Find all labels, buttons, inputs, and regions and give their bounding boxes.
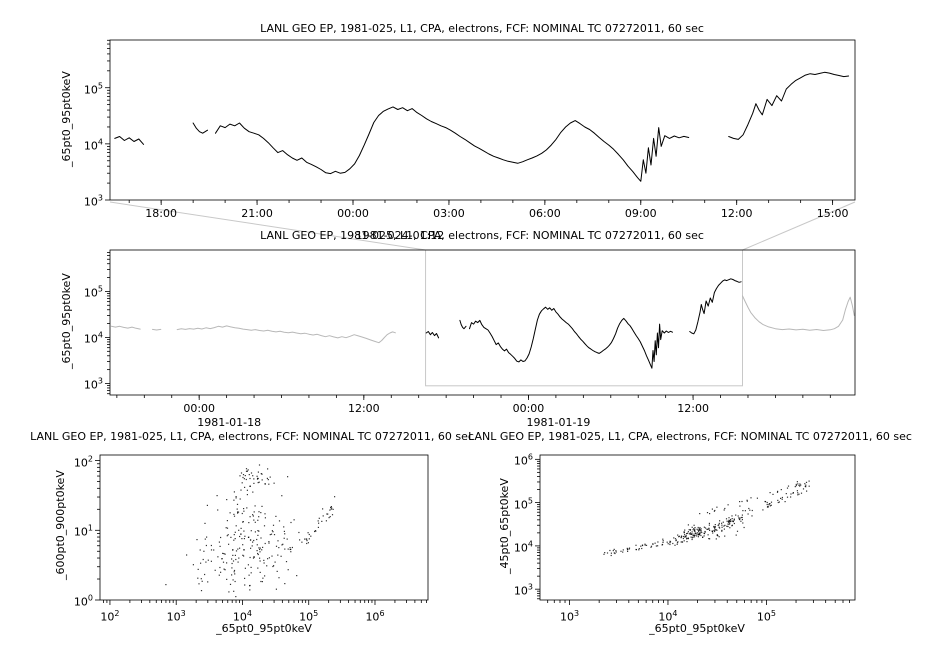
tick-label: 102 [100, 609, 120, 624]
tick-label: 101 [73, 523, 93, 539]
tick-label: 105 [299, 609, 319, 624]
top-panel-ylabel: _65pt0_95pt0keV [60, 71, 73, 167]
tick-label: 1981-01-18 [197, 416, 262, 429]
tick-label: 09:00 [624, 207, 657, 220]
tick-label: 105 [83, 285, 103, 300]
middle-panel-ylabel: _65pt0_95pt0keV [60, 273, 73, 369]
tick-label: 12:00 [347, 402, 380, 415]
tick-label: 00:00 [512, 402, 545, 415]
top-panel-time-range-label: 1981-024-01:12 [355, 229, 445, 242]
tick-label: 15:00 [816, 207, 849, 220]
tick-label: 103 [83, 193, 103, 209]
tick-label: 12:00 [677, 402, 709, 415]
tick-label: 103 [83, 377, 103, 392]
tick-label: 104 [83, 137, 103, 153]
tick-label: 104 [83, 331, 103, 346]
tick-label: 12:00 [720, 207, 753, 220]
tick-label: 102 [73, 454, 93, 469]
tick-label: 106 [513, 453, 533, 468]
tick-label: 105 [756, 609, 776, 624]
top-panel-title: LANL GEO EP, 1981-025, L1, CPA, electron… [260, 22, 704, 35]
tick-label: 00:00 [183, 402, 216, 415]
tick-label: 21:00 [241, 207, 273, 220]
tick-label: 104 [658, 609, 678, 624]
scatter-left-xlabel: _65pt0_95pt0keV [216, 622, 312, 635]
middle-panel-title: LANL GEO EP, 1981-025, L1, CPA, electron… [260, 229, 704, 242]
tick-label: 104 [513, 539, 533, 555]
scatter-right-xlabel: _65pt0_95pt0keV [649, 622, 745, 635]
tick-label: 1981-01-19 [526, 416, 591, 429]
scatter-left-title: LANL GEO EP, 1981-025, L1, CPA, electron… [30, 430, 474, 443]
tick-label: 103 [513, 582, 533, 598]
tick-label: 03:00 [433, 207, 465, 220]
tick-label: 00:00 [337, 207, 369, 220]
tick-label: 104 [232, 609, 252, 624]
tick-label: 106 [365, 609, 385, 624]
tick-label: 103 [166, 609, 186, 624]
scatter-right-ylabel: _45pt0_65pt0keV [498, 478, 511, 574]
tick-label: 06:00 [528, 207, 561, 220]
tick-label: 18:00 [145, 207, 178, 220]
tick-label: 105 [513, 496, 533, 511]
tick-label: 105 [83, 81, 103, 97]
tick-label: 103 [559, 609, 580, 624]
scatter-left-ylabel: _600pt0_900pt0keV [54, 470, 67, 580]
tick-label: 100 [73, 593, 93, 609]
scatter-right-title: LANL GEO EP, 1981-025, L1, CPA, electron… [468, 430, 912, 443]
